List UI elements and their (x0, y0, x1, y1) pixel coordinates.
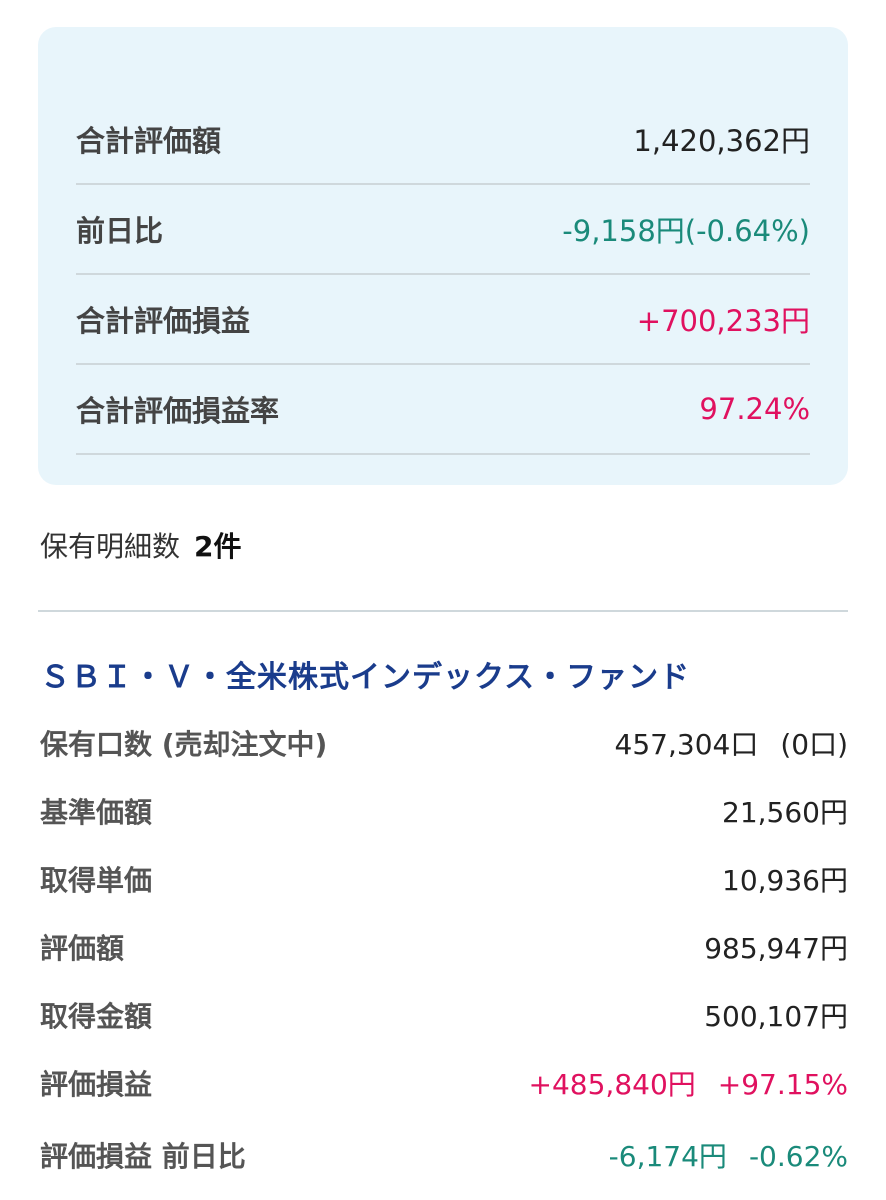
total-pl-value: +700,233円 (636, 304, 810, 338)
units-value-group: 457,304口 (0口) (615, 723, 848, 763)
nav-label: 基準価額 (40, 796, 153, 829)
units-label: 保有口数 (売却注文中) (40, 728, 328, 761)
pl-day-value-group: -6,174円 -0.62% (609, 1135, 848, 1175)
pl-percent: +97.15% (717, 1068, 848, 1101)
total-pl-label: 合計評価損益 (76, 304, 251, 338)
summary-row-day-change: 前日比 -9,158円(-0.64%) (76, 185, 810, 275)
pl-day-amount: -6,174円 (608, 1140, 727, 1173)
cost-amount-value: 500,107円 (704, 1000, 848, 1033)
fund-row-cost-amount: 取得金額 500,107円 (40, 990, 848, 1040)
day-change-label: 前日比 (76, 214, 164, 248)
units-pending: (0口) (780, 728, 848, 761)
fund-row-nav: 基準価額 21,560円 (40, 786, 848, 836)
pl-label: 評価損益 (40, 1068, 153, 1101)
summary-row-total-value: 合計評価額 1,420,362円 (76, 95, 810, 185)
pl-day-percent: -0.62% (748, 1140, 848, 1173)
cost-amount-label: 取得金額 (40, 1000, 153, 1033)
cost-price-label: 取得単価 (40, 864, 153, 897)
fund-row-units: 保有口数 (売却注文中) 457,304口 (0口) (40, 718, 848, 768)
total-pl-rate-value: 97.24% (699, 392, 810, 426)
fund-row-cost-price: 取得単価 10,936円 (40, 854, 848, 904)
nav-value: 21,560円 (722, 796, 848, 829)
total-value: 1,420,362円 (633, 124, 810, 158)
holdings-count-label: 保有明細数 (40, 530, 181, 563)
units-value: 457,304口 (614, 728, 759, 761)
summary-row-total-pl: 合計評価損益 +700,233円 (76, 275, 810, 365)
pl-day-label: 評価損益 前日比 (40, 1140, 246, 1173)
pl-amount: +485,840円 (528, 1068, 696, 1101)
holdings-count-value: 2件 (194, 530, 242, 563)
summary-card: 合計評価額 1,420,362円 前日比 -9,158円(-0.64%) 合計評… (38, 27, 848, 485)
fund-row-pl-day: 評価損益 前日比 -6,174円 -0.62% (40, 1130, 848, 1180)
fund-row-pl: 評価損益 +485,840円 +97.15% (40, 1058, 848, 1108)
valuation-value: 985,947円 (704, 932, 848, 965)
pl-value-group: +485,840円 +97.15% (529, 1063, 848, 1103)
section-divider (38, 610, 848, 612)
fund-row-valuation: 評価額 985,947円 (40, 922, 848, 972)
summary-row-total-pl-rate: 合計評価損益率 97.24% (76, 365, 810, 455)
cost-price-value: 10,936円 (722, 864, 848, 897)
valuation-label: 評価額 (40, 932, 125, 965)
total-value-label: 合計評価額 (76, 124, 222, 158)
holdings-count: 保有明細数 2件 (40, 525, 242, 565)
day-change-value: -9,158円(-0.64%) (562, 214, 810, 248)
total-pl-rate-label: 合計評価損益率 (76, 394, 280, 428)
fund-name-link[interactable]: ＳＢＩ・Ｖ・全米株式インデックス・ファンド (40, 660, 691, 695)
